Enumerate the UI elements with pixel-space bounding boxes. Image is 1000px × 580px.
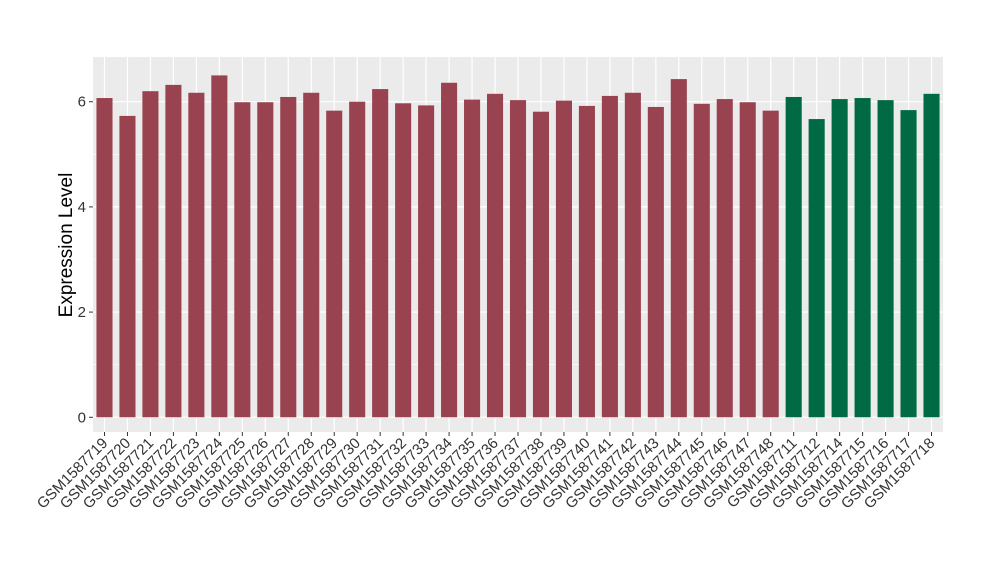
bar-GSM1587716 <box>877 100 894 418</box>
bar-GSM1587727 <box>280 96 297 418</box>
bar-GSM1587715 <box>854 98 871 418</box>
bar-GSM1587725 <box>234 102 251 418</box>
bar-GSM1587737 <box>509 100 527 418</box>
bar-GSM1587711 <box>785 96 802 418</box>
bar-GSM1587747 <box>739 102 756 418</box>
bar-GSM1587732 <box>395 103 412 418</box>
bar-GSM1587714 <box>831 99 848 418</box>
bar-GSM1587726 <box>257 102 274 418</box>
bar-GSM1587734 <box>441 82 458 418</box>
bar-GSM1587740 <box>578 105 595 418</box>
bars <box>96 75 940 418</box>
y-tick-label: 6 <box>78 94 86 111</box>
y-tick-label: 0 <box>78 409 86 426</box>
y-axis: 0 2 4 6 <box>78 94 93 426</box>
y-tick-label: 4 <box>78 199 86 216</box>
y-axis-title: Expression Level <box>56 173 77 318</box>
bar-GSM1587733 <box>418 105 435 418</box>
bar-GSM1587731 <box>372 89 389 418</box>
bar-GSM1587712 <box>808 119 825 418</box>
y-tick-label: 2 <box>78 304 86 321</box>
bar-GSM1587724 <box>211 75 228 418</box>
x-axis: GSM1587719GSM1587720GSM1587721GSM1587722… <box>34 432 938 512</box>
bar-GSM1587719 <box>96 98 113 418</box>
bar-GSM1587721 <box>142 91 159 418</box>
bar-GSM1587718 <box>923 93 940 418</box>
bar-GSM1587742 <box>624 92 641 418</box>
bar-GSM1587728 <box>303 92 320 418</box>
bar-GSM1587745 <box>693 103 710 418</box>
bar-GSM1587723 <box>188 92 205 418</box>
bar-GSM1587717 <box>900 110 917 418</box>
bar-GSM1587720 <box>119 115 136 418</box>
bar-GSM1587722 <box>165 84 182 418</box>
bar-GSM1587744 <box>670 79 687 418</box>
bar-GSM1587748 <box>762 110 779 418</box>
bar-GSM1587743 <box>647 106 664 418</box>
bar-GSM1587746 <box>716 99 733 418</box>
bar-GSM1587736 <box>486 93 504 418</box>
bar-GSM1587739 <box>555 100 572 418</box>
bar-GSM1587738 <box>532 111 550 418</box>
bar-GSM1587735 <box>464 99 481 418</box>
bar-GSM1587729 <box>326 110 343 418</box>
bar-GSM1587741 <box>601 95 618 418</box>
bar-GSM1587730 <box>349 101 366 418</box>
